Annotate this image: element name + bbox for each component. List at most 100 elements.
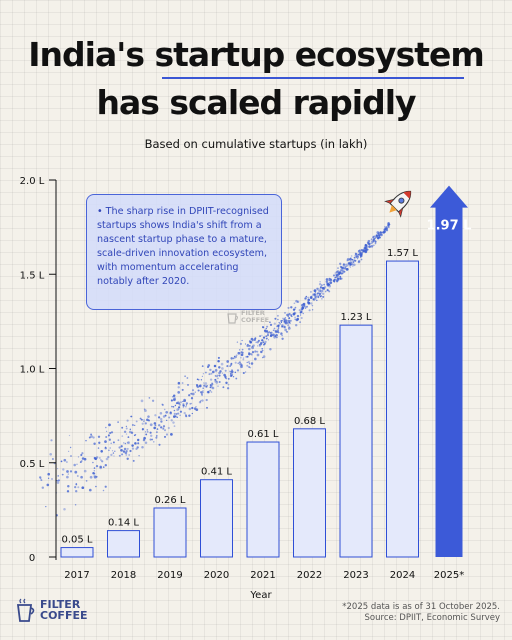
scatter-dot [174, 404, 177, 407]
scatter-dot [203, 382, 205, 384]
scatter-dot [88, 488, 92, 492]
scatter-dot [247, 361, 250, 364]
scatter-dot [80, 475, 83, 479]
scatter-dot [182, 406, 185, 409]
scatter-dot [269, 334, 272, 337]
scatter-dot [206, 406, 208, 409]
scatter-dot [110, 442, 112, 445]
scatter-dot [177, 391, 181, 394]
scatter-dot [165, 433, 169, 436]
scatter-dot [127, 441, 130, 444]
scatter-dot [229, 370, 231, 372]
scatter-dot [163, 429, 167, 432]
scatter-dot [90, 433, 93, 436]
scatter-dot [81, 452, 84, 455]
scatter-dot [324, 290, 327, 293]
scatter-dot [118, 454, 121, 457]
bar [246, 441, 280, 558]
scatter-dot [379, 231, 382, 234]
scatter-dot [337, 270, 339, 272]
scatter-dot [173, 398, 176, 402]
scatter-dot [371, 240, 374, 244]
scatter-dot [178, 406, 181, 409]
scatter-dot [372, 238, 375, 241]
scatter-dot [287, 324, 290, 327]
x-axis-label: Year [249, 590, 272, 601]
scatter-trail [39, 222, 391, 517]
scatter-dot [185, 404, 188, 406]
scatter-dot [209, 368, 212, 372]
scatter-dot [217, 374, 219, 377]
scatter-dot [201, 365, 204, 367]
scatter-dot [126, 457, 129, 460]
scatter-dot [235, 354, 238, 357]
scatter-dot [125, 453, 128, 456]
scatter-dot [370, 238, 373, 241]
scatter-dot [93, 467, 96, 469]
scatter-dot [287, 319, 291, 323]
scatter-dot [295, 299, 298, 303]
scatter-dot [323, 286, 327, 289]
scatter-dot [289, 322, 291, 324]
scatter-dot [208, 373, 211, 376]
scatter-dot [240, 356, 242, 359]
scatter-dot [85, 439, 87, 442]
scatter-dot [141, 422, 144, 425]
scatter-dot [294, 306, 297, 309]
scatter-dot [177, 407, 180, 410]
y-tick-label: 0 [29, 553, 35, 564]
scatter-dot [383, 228, 386, 231]
scatter-dot [299, 321, 301, 323]
scatter-dot [164, 435, 166, 438]
scatter-dot [201, 391, 204, 394]
scatter-dot [213, 364, 217, 368]
scatter-dot [237, 362, 239, 365]
scatter-dot [172, 421, 175, 424]
scatter-dot [303, 304, 306, 308]
scatter-dot [345, 268, 349, 271]
scatter-dot [188, 407, 192, 411]
scatter-dot [201, 399, 204, 402]
scatter-dot [95, 464, 99, 468]
scatter-dot [349, 258, 351, 260]
scatter-dot [357, 253, 361, 256]
scatter-dot [227, 383, 230, 386]
scatter-dot [120, 448, 123, 452]
scatter-dot [261, 334, 263, 337]
scatter-dot [369, 242, 372, 245]
scatter-dot [276, 314, 279, 317]
bar [293, 428, 326, 558]
x-tick-label: 2023 [343, 570, 368, 581]
scatter-dot [309, 290, 312, 293]
scatter-dot [136, 446, 139, 449]
scatter-dot [149, 431, 152, 434]
scatter-dot [308, 309, 311, 312]
scatter-dot [102, 466, 105, 468]
scatter-dot [353, 257, 356, 259]
bar [386, 260, 419, 558]
scatter-dot [238, 351, 241, 355]
scatter-dot [139, 417, 142, 420]
scatter-dot [131, 423, 134, 427]
scatter-dot [248, 363, 251, 365]
scatter-dot [361, 253, 363, 256]
scatter-dot [318, 294, 321, 297]
scatter-dot [182, 403, 185, 406]
scatter-dot [67, 450, 70, 453]
scatter-dot [322, 288, 325, 290]
scatter-dot [223, 373, 226, 377]
scatter-dot [281, 337, 284, 340]
scatter-dot [320, 291, 323, 294]
scatter-dot [46, 483, 50, 487]
scatter-dot [217, 385, 219, 387]
scatter-dot [296, 314, 300, 318]
scatter-dot [249, 340, 252, 344]
scatter-dot [365, 244, 368, 247]
scatter-dot [62, 468, 65, 471]
scatter-dot [322, 295, 325, 298]
scatter-dot [322, 292, 325, 295]
scatter-dot [332, 279, 336, 283]
scatter-dot [375, 236, 377, 239]
scatter-dot [97, 435, 101, 438]
scatter-dot [287, 327, 291, 330]
